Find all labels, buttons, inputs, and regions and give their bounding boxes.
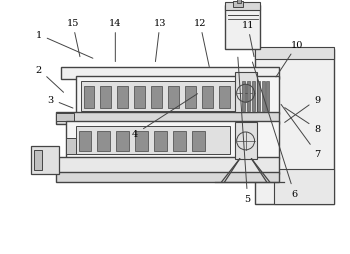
Text: 13: 13 (154, 19, 166, 62)
Bar (192, 132, 205, 151)
Bar (76, 126, 230, 154)
Bar (173, 132, 186, 151)
Text: 7: 7 (281, 105, 320, 159)
Bar (254, 48, 334, 60)
Text: 5: 5 (238, 58, 251, 203)
Text: 12: 12 (194, 19, 209, 67)
Bar (65, 138, 76, 154)
Bar (266, 82, 270, 112)
Bar (97, 132, 110, 151)
Text: 6: 6 (252, 63, 298, 198)
Bar (34, 150, 42, 170)
Bar (185, 87, 196, 109)
Bar (78, 132, 91, 151)
Bar (233, 2, 243, 8)
Bar (241, 82, 245, 112)
Bar (254, 50, 334, 204)
Bar (234, 122, 257, 159)
Bar (80, 82, 235, 112)
Bar (274, 169, 334, 204)
Bar (225, 3, 260, 11)
Text: 2: 2 (36, 66, 64, 93)
Bar (76, 77, 279, 115)
Text: 9: 9 (285, 95, 320, 123)
Bar (261, 82, 265, 112)
Bar (116, 132, 129, 151)
Bar (117, 87, 128, 109)
Bar (56, 172, 279, 182)
Bar (100, 87, 111, 109)
Text: 15: 15 (66, 19, 80, 57)
Text: 1: 1 (36, 31, 93, 59)
Bar (234, 73, 257, 113)
Text: 8: 8 (285, 108, 320, 134)
Bar (247, 82, 250, 112)
Bar (56, 113, 279, 124)
Bar (56, 157, 279, 174)
Bar (56, 114, 74, 122)
Bar (154, 132, 167, 151)
Bar (65, 122, 279, 159)
Bar (135, 132, 148, 151)
Text: 4: 4 (132, 94, 197, 139)
Text: 10: 10 (276, 41, 303, 78)
Text: 11: 11 (241, 21, 254, 57)
Bar (134, 87, 145, 109)
Bar (252, 82, 254, 112)
Bar (84, 87, 94, 109)
Bar (237, 0, 241, 4)
Text: 3: 3 (48, 95, 73, 109)
Bar (219, 87, 230, 109)
Bar (151, 87, 162, 109)
Bar (202, 87, 213, 109)
Bar (168, 87, 179, 109)
Bar (257, 82, 260, 112)
Bar (225, 6, 260, 50)
Bar (31, 146, 59, 174)
Text: 14: 14 (109, 19, 121, 62)
Bar (61, 68, 279, 80)
